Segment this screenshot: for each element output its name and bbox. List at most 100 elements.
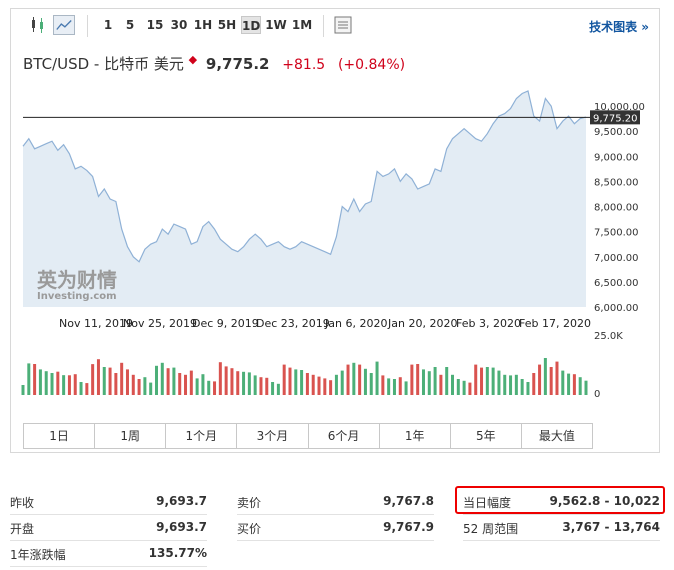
stat-row: 卖价 9,767.8	[237, 489, 434, 515]
volume-bar	[160, 362, 164, 395]
range-button[interactable]: 1周	[95, 424, 167, 448]
price-tick-label: 8,500.00	[594, 177, 639, 188]
volume-bar	[323, 378, 327, 395]
stat-value: 9,767.8	[383, 494, 434, 508]
volume-bar	[96, 359, 100, 395]
volume-bar	[427, 371, 431, 395]
chart-toolbar: 1 5 15 30 1H 5H 1D 1W 1M 技术图表 »	[11, 9, 659, 41]
volume-bar	[451, 374, 455, 395]
volume-bar	[509, 375, 513, 395]
volume-bar	[456, 379, 460, 395]
x-tick-label: Dec 9, 2019	[192, 317, 259, 330]
range-button[interactable]: 3个月	[237, 424, 309, 448]
range-button[interactable]: 5年	[451, 424, 522, 448]
volume-bar	[195, 378, 199, 395]
day-range-highlight	[455, 486, 665, 514]
volume-bar	[584, 380, 588, 395]
volume-bar	[439, 374, 443, 395]
volume-bar	[561, 370, 565, 395]
interval-1m[interactable]: 1M	[291, 18, 313, 32]
volume-bar	[114, 373, 118, 395]
current-price-label: 9,775.20	[593, 113, 638, 124]
volume-bar	[543, 358, 547, 395]
volume-bar	[294, 369, 298, 395]
volume-bar	[85, 383, 89, 395]
stat-row: 昨收 9,693.7	[10, 489, 207, 515]
volume-bar	[259, 377, 263, 395]
interval-30[interactable]: 30	[170, 18, 188, 32]
volume-bar	[462, 380, 466, 395]
volume-bar	[549, 367, 553, 395]
range-button[interactable]: 1日	[24, 424, 96, 448]
volume-bar	[340, 370, 344, 395]
volume-bar	[567, 373, 571, 395]
area-chart-icon[interactable]	[53, 15, 75, 35]
range-button[interactable]: 6个月	[309, 424, 380, 448]
volume-bar	[236, 371, 240, 395]
volume-bar	[578, 377, 582, 395]
volume-bar	[410, 364, 414, 395]
volume-bar	[346, 364, 350, 395]
price-tick-label: 6,000.00	[594, 303, 639, 314]
interval-1d[interactable]: 1D	[241, 16, 261, 34]
interval-1h[interactable]: 1H	[193, 18, 213, 32]
stat-row: 52 周范围 3,767 - 13,764	[463, 515, 660, 541]
volume-bar	[538, 364, 542, 395]
volume-bar	[224, 366, 228, 395]
volume-bar	[120, 362, 124, 395]
volume-bar	[398, 377, 402, 395]
range-button[interactable]: 1年	[380, 424, 451, 448]
volume-bar	[288, 367, 292, 395]
stat-row: 当日幅度 9,562.8 - 10,022	[463, 489, 660, 515]
volume-bar	[247, 372, 251, 395]
volume-bar	[514, 374, 518, 395]
volume-bar	[352, 362, 356, 395]
range-button[interactable]: 最大值	[538, 429, 575, 443]
volume-bar	[201, 374, 205, 395]
volume-bar	[166, 368, 170, 395]
volume-tick-label: 25.0K	[594, 331, 623, 342]
volume-bar	[358, 364, 362, 395]
interval-1w[interactable]: 1W	[265, 18, 287, 32]
volume-bar	[572, 374, 576, 395]
stat-value: 3,767 - 13,764	[562, 520, 660, 534]
separator	[87, 15, 88, 37]
interval-5[interactable]: 5	[125, 18, 135, 32]
volume-bar	[178, 373, 182, 395]
volume-bar	[317, 376, 321, 395]
stat-row: 买价 9,767.9	[237, 515, 434, 541]
volume-bar	[404, 381, 408, 395]
watermark-en: Investing.com	[37, 291, 117, 302]
volume-bar	[91, 364, 95, 395]
volume-bar	[253, 375, 257, 395]
interval-15[interactable]: 15	[146, 18, 164, 32]
table-icon[interactable]	[333, 15, 353, 35]
stat-row: 1年涨跌幅 135.77%	[10, 541, 207, 567]
stat-label: 开盘	[10, 522, 35, 536]
x-tick-label: Nov 11, 2019	[59, 317, 133, 330]
interval-5h[interactable]: 5H	[217, 18, 237, 32]
volume-bar	[218, 362, 222, 395]
volume-bar	[50, 373, 54, 395]
candlestick-icon[interactable]	[27, 15, 49, 35]
price-tick-label: 8,000.00	[594, 203, 639, 214]
x-tick-label: Nov 25, 2019	[123, 317, 197, 330]
price-line	[22, 90, 587, 263]
interval-1[interactable]: 1	[103, 18, 113, 32]
range-button[interactable]: 1个月	[166, 424, 238, 448]
stat-value: 9,693.7	[156, 494, 207, 508]
advanced-chart-link[interactable]: 技术图表 »	[589, 20, 649, 34]
volume-bar	[305, 373, 309, 395]
volume-bar	[62, 375, 66, 395]
volume-bar	[369, 373, 373, 395]
x-tick-label: Dec 23, 2019	[256, 317, 330, 330]
range-selector: 1日 1周 1个月 3个月 6个月 1年 5年 最大值	[23, 423, 593, 449]
volume-bar	[154, 365, 158, 395]
alert-star-icon[interactable]: ◆	[188, 53, 198, 66]
volume-bar	[491, 367, 495, 395]
volume-bar	[311, 374, 315, 395]
price-change: +81.5	[282, 57, 326, 73]
volume-bar	[172, 367, 176, 395]
current-price-box	[590, 110, 640, 125]
